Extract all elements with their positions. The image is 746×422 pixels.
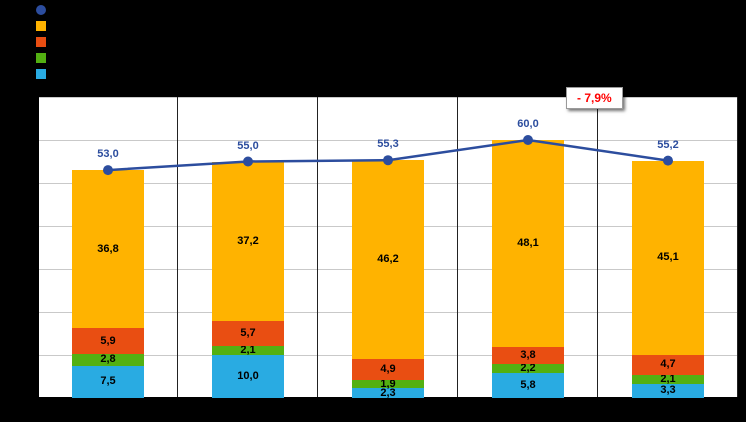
category-separator: [177, 97, 178, 398]
bar-segment-red: 4,9: [352, 358, 424, 380]
segment-data-label: 4,7: [660, 358, 676, 371]
gridline: [38, 97, 738, 98]
bar-segment-cyan: 3,3: [632, 383, 704, 398]
legend-item-total-line-series: [36, 5, 52, 15]
segment-data-label: 36,8: [97, 242, 119, 255]
change-annotation: - 7,9%: [566, 87, 623, 109]
segment-data-label: 10,0: [237, 370, 259, 382]
bar-segment-cyan: 7,5: [72, 365, 144, 398]
bar-segment-orange: 48,1: [492, 140, 564, 348]
category-separator: [317, 97, 318, 398]
segment-data-label: 3,8: [520, 348, 536, 361]
segment-data-label: 37,2: [237, 234, 259, 247]
total-data-label: 55,2: [657, 138, 679, 151]
total-data-label: 53,0: [97, 148, 119, 161]
segment-data-label: 2,2: [520, 361, 536, 374]
segment-data-label: 48,1: [517, 237, 539, 250]
segment-data-label: 4,9: [380, 362, 396, 375]
bar-segment-green: 2,1: [632, 372, 704, 385]
cyan-series-swatch-icon: [36, 69, 46, 79]
total-data-label: 55,3: [377, 138, 399, 151]
bar-segment-green: 2,8: [72, 353, 144, 366]
segment-data-label: 5,9: [100, 334, 116, 347]
bar-segment-orange: 46,2: [352, 160, 424, 359]
annotation-text: - 7,9%: [577, 91, 612, 105]
segment-data-label: 3,3: [660, 384, 676, 397]
bar-segment-green: 1,9: [352, 377, 424, 390]
segment-data-label: 2,3: [380, 386, 396, 399]
bar-segment-cyan: 10,0: [212, 355, 284, 398]
segment-data-label: 5,8: [520, 379, 536, 392]
bar-segment-cyan: 2,3: [352, 386, 424, 399]
chart-legend: [36, 5, 52, 79]
bar-segment-red: 5,7: [212, 321, 284, 346]
bar-segment-red: 4,7: [632, 354, 704, 375]
bar-segment-red: 3,8: [492, 347, 564, 364]
legend-item-green-series: [36, 53, 52, 63]
legend-item-orange-series: [36, 21, 52, 31]
segment-data-label: 7,5: [100, 375, 116, 388]
total-data-label: 60,0: [517, 118, 539, 130]
y-axis-line: [38, 97, 39, 398]
plot-area: 7,5 2,8 5,9 36,8 10,0 2,1 5,7 37,2 2,3 1,9 4,9 46,2…: [38, 97, 738, 398]
segment-data-label: 2,1: [660, 372, 676, 385]
segment-data-label: 45,1: [657, 251, 679, 264]
bar-segment-orange: 37,2: [212, 161, 284, 322]
bar-segment-green: 2,2: [492, 361, 564, 374]
category-separator: [597, 97, 598, 398]
segment-data-label: 2,8: [100, 353, 116, 366]
legend-item-cyan-series: [36, 69, 52, 79]
total-line-series-swatch-icon: [36, 5, 46, 15]
legend-item-red-series: [36, 37, 52, 47]
bar-segment-green: 2,1: [212, 344, 284, 356]
segment-data-label: 46,2: [377, 253, 399, 266]
category-separator: [737, 97, 738, 398]
total-data-label: 55,0: [237, 139, 259, 152]
bar-segment-orange: 45,1: [632, 160, 704, 355]
bar-segment-cyan: 5,8: [492, 373, 564, 398]
green-series-swatch-icon: [36, 53, 46, 63]
red-series-swatch-icon: [36, 37, 46, 47]
orange-series-swatch-icon: [36, 21, 46, 31]
bar-segment-orange: 36,8: [72, 170, 144, 329]
segment-data-label: 2,1: [240, 344, 256, 356]
segment-data-label: 1,9: [380, 377, 396, 390]
segment-data-label: 5,7: [240, 327, 256, 340]
bar-segment-red: 5,9: [72, 328, 144, 354]
category-separator: [457, 97, 458, 398]
